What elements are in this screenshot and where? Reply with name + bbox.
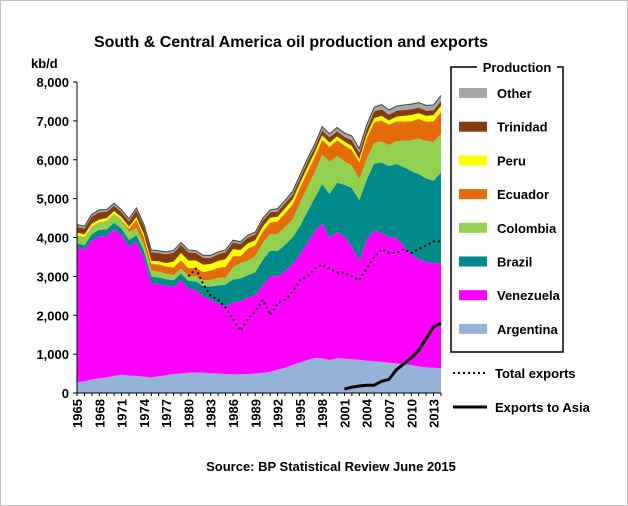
legend-swatch-ecuador bbox=[459, 189, 487, 200]
x-tick-label: 1977 bbox=[159, 399, 174, 428]
x-tick-label: 1968 bbox=[92, 399, 107, 428]
x-tick-label: 2010 bbox=[404, 399, 419, 428]
area-colombia bbox=[77, 133, 441, 287]
y-tick-label: 5,000 bbox=[36, 192, 69, 207]
plot-area bbox=[76, 95, 442, 393]
legend: Production Other Trinidad Peru Ecuador Colomb… bbox=[450, 59, 591, 415]
legend-title-bg bbox=[477, 59, 557, 75]
area-other bbox=[77, 95, 441, 258]
x-tick-label: 1998 bbox=[315, 399, 330, 428]
x-tick-label: 1986 bbox=[226, 399, 241, 428]
x-tick-label: 1992 bbox=[271, 399, 286, 428]
legend-box bbox=[450, 66, 564, 353]
legend-label-total-exports: Total exports bbox=[495, 366, 576, 381]
legend-swatch-colombia bbox=[459, 222, 487, 233]
legend-label-venezuela: Venezuela bbox=[497, 288, 561, 303]
area-ecuador bbox=[77, 111, 441, 281]
area-argentina bbox=[77, 358, 441, 393]
y-tick-label: 6,000 bbox=[36, 153, 69, 168]
area-venezuela bbox=[77, 223, 441, 383]
x-tick-label: 2004 bbox=[360, 398, 375, 428]
legend-label-brazil: Brazil bbox=[497, 255, 532, 270]
legend-label-exports-to-asia: Exports to Asia bbox=[495, 400, 591, 415]
x-tick-label: 2013 bbox=[427, 399, 442, 428]
legend-label-colombia: Colombia bbox=[497, 221, 557, 236]
legend-label-peru: Peru bbox=[497, 153, 526, 168]
line-total-exports bbox=[187, 240, 441, 332]
legend-swatch-brazil bbox=[459, 256, 487, 267]
legend-swatch-argentina bbox=[459, 323, 487, 334]
legend-label-other: Other bbox=[497, 86, 532, 101]
y-axis-label: kb/d bbox=[31, 56, 58, 71]
legend-label-ecuador: Ecuador bbox=[497, 187, 549, 202]
legend-swatch-trinidad bbox=[459, 121, 487, 132]
y-tick-label: 4,000 bbox=[36, 231, 69, 246]
y-tick-label: 3,000 bbox=[36, 269, 69, 284]
y-tick-label: 7,000 bbox=[36, 114, 69, 129]
y-tick-label: 8,000 bbox=[36, 75, 69, 90]
legend-label-trinidad: Trinidad bbox=[497, 120, 548, 135]
legend-label-argentina: Argentina bbox=[497, 322, 558, 337]
area-trinidad bbox=[77, 101, 441, 265]
y-tick-label: 1,000 bbox=[36, 347, 69, 362]
x-tick-label: 2007 bbox=[382, 399, 397, 428]
legend-swatch-peru bbox=[459, 155, 487, 166]
source-note: Source: BP Statistical Review June 2015 bbox=[206, 459, 456, 474]
line-exports-to-asia bbox=[344, 321, 442, 391]
y-tick-label: 0 bbox=[62, 386, 69, 401]
x-tick-label: 1983 bbox=[204, 399, 219, 428]
area-brazil bbox=[77, 162, 441, 307]
x-tick-label: 1995 bbox=[293, 399, 308, 428]
legend-swatch-other bbox=[459, 88, 487, 98]
chart-title: South & Central America oil production a… bbox=[94, 34, 488, 51]
axes: 0 1,000 2,000 3,000 4,000 5,000 6,000 7,000 8,00… bbox=[36, 75, 441, 428]
legend-title: Production bbox=[483, 60, 552, 75]
y-tick-label: 2,000 bbox=[36, 308, 69, 323]
x-tick-label: 1989 bbox=[248, 399, 263, 428]
x-tick-label: 1974 bbox=[137, 398, 152, 428]
legend-swatch-venezuela bbox=[459, 290, 487, 301]
area-peru bbox=[77, 105, 441, 273]
x-tick-label: 1971 bbox=[115, 399, 130, 428]
total-outline bbox=[76, 95, 442, 256]
x-tick-label: 1965 bbox=[70, 399, 85, 428]
x-tick-label: 2001 bbox=[337, 399, 352, 428]
x-tick-label: 1980 bbox=[181, 399, 196, 428]
